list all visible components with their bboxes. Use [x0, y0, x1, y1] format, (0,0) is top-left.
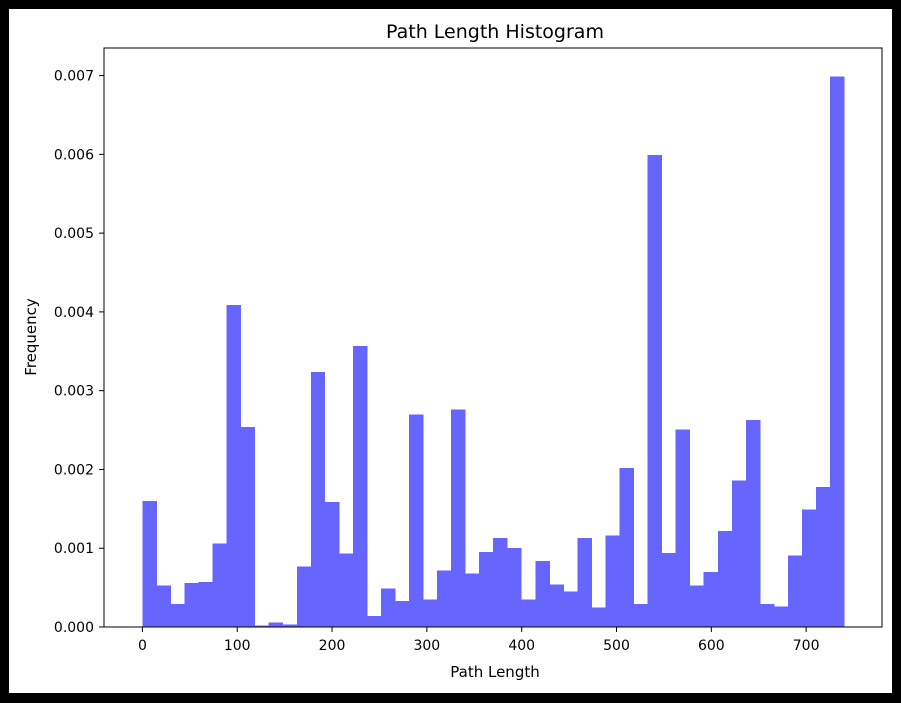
x-axis-label: Path Length — [450, 663, 539, 681]
histogram-bar — [591, 607, 606, 627]
histogram-bar — [465, 573, 480, 627]
histogram-bar — [198, 582, 213, 627]
histogram-bar — [184, 582, 199, 627]
x-tick-label: 200 — [319, 638, 346, 654]
histogram-bar — [366, 615, 382, 627]
histogram-bar — [423, 599, 438, 627]
histogram-bar — [605, 535, 620, 627]
y-tick-label: 0.007 — [54, 69, 94, 85]
histogram-bar — [395, 601, 410, 627]
histogram-bar — [212, 543, 227, 627]
histogram-bar — [689, 585, 705, 627]
histogram-bar — [787, 555, 803, 627]
x-tick-label: 600 — [698, 638, 725, 654]
histogram-bar — [745, 419, 761, 627]
x-tick-label: 300 — [413, 638, 440, 654]
histogram-bar — [830, 76, 845, 628]
chart-title: Path Length Histogram — [386, 21, 604, 43]
histogram-bar — [170, 604, 185, 627]
histogram-bar — [717, 530, 733, 627]
histogram-bar — [380, 588, 396, 627]
histogram-bar — [703, 571, 719, 627]
histogram-bar — [296, 566, 312, 627]
y-tick-label: 0.004 — [54, 305, 94, 321]
y-tick-label: 0.001 — [54, 541, 94, 557]
histogram-bar — [801, 509, 817, 627]
histogram-bar — [409, 414, 424, 627]
histogram-bar — [451, 409, 466, 627]
x-tick-label: 400 — [508, 638, 535, 654]
x-tick-label: 100 — [224, 638, 251, 654]
histogram-bar — [816, 486, 831, 627]
figure: Path Length Histogram 0 100 200 300 400 500 60… — [9, 9, 892, 693]
histogram-bar — [773, 606, 789, 627]
histogram-bar — [324, 501, 340, 627]
histogram-bar — [268, 622, 284, 627]
histogram-bar — [156, 585, 171, 627]
y-tick-label: 0.005 — [54, 226, 94, 242]
x-tick-label: 700 — [793, 638, 820, 654]
histogram-bar — [226, 304, 242, 627]
histogram-bar — [633, 604, 648, 627]
y-tick-label: 0.006 — [54, 147, 94, 163]
bars-layer — [142, 76, 845, 628]
x-axis-ticks: 0 100 200 300 400 500 600 700 — [138, 627, 820, 654]
histogram-bar — [254, 625, 270, 627]
histogram-bar — [619, 467, 634, 627]
histogram-chart: Path Length Histogram 0 100 200 300 400 500 60… — [22, 21, 883, 681]
histogram-bar — [338, 553, 354, 627]
y-axis-ticks: 0.000 0.001 0.002 0.003 0.004 0.005 0.006 0.007 — [54, 69, 104, 636]
y-axis-label: Frequency — [22, 298, 40, 376]
histogram-bar — [240, 426, 256, 627]
y-tick-label: 0.002 — [54, 462, 94, 478]
histogram-bar — [479, 552, 494, 627]
histogram-bar — [675, 429, 691, 627]
histogram-bar — [493, 537, 508, 627]
histogram-bar — [759, 604, 775, 627]
histogram-bar — [352, 345, 368, 627]
histogram-bar — [661, 552, 677, 627]
y-tick-label: 0.000 — [54, 620, 94, 636]
histogram-bar — [577, 537, 592, 627]
y-tick-label: 0.003 — [54, 384, 94, 400]
histogram-bar — [521, 599, 536, 627]
x-tick-label: 0 — [138, 638, 147, 654]
plot-frame — [103, 47, 883, 628]
histogram-bar — [549, 584, 564, 627]
histogram-bar — [563, 591, 578, 627]
histogram-bar — [282, 624, 298, 627]
histogram-bar — [437, 570, 452, 627]
histogram-bar — [507, 548, 522, 627]
histogram-bar — [647, 155, 663, 627]
x-tick-label: 500 — [603, 638, 630, 654]
histogram-bar — [535, 560, 550, 627]
histogram-bar — [310, 371, 326, 627]
histogram-bar — [731, 480, 747, 627]
histogram-bar — [142, 500, 157, 627]
